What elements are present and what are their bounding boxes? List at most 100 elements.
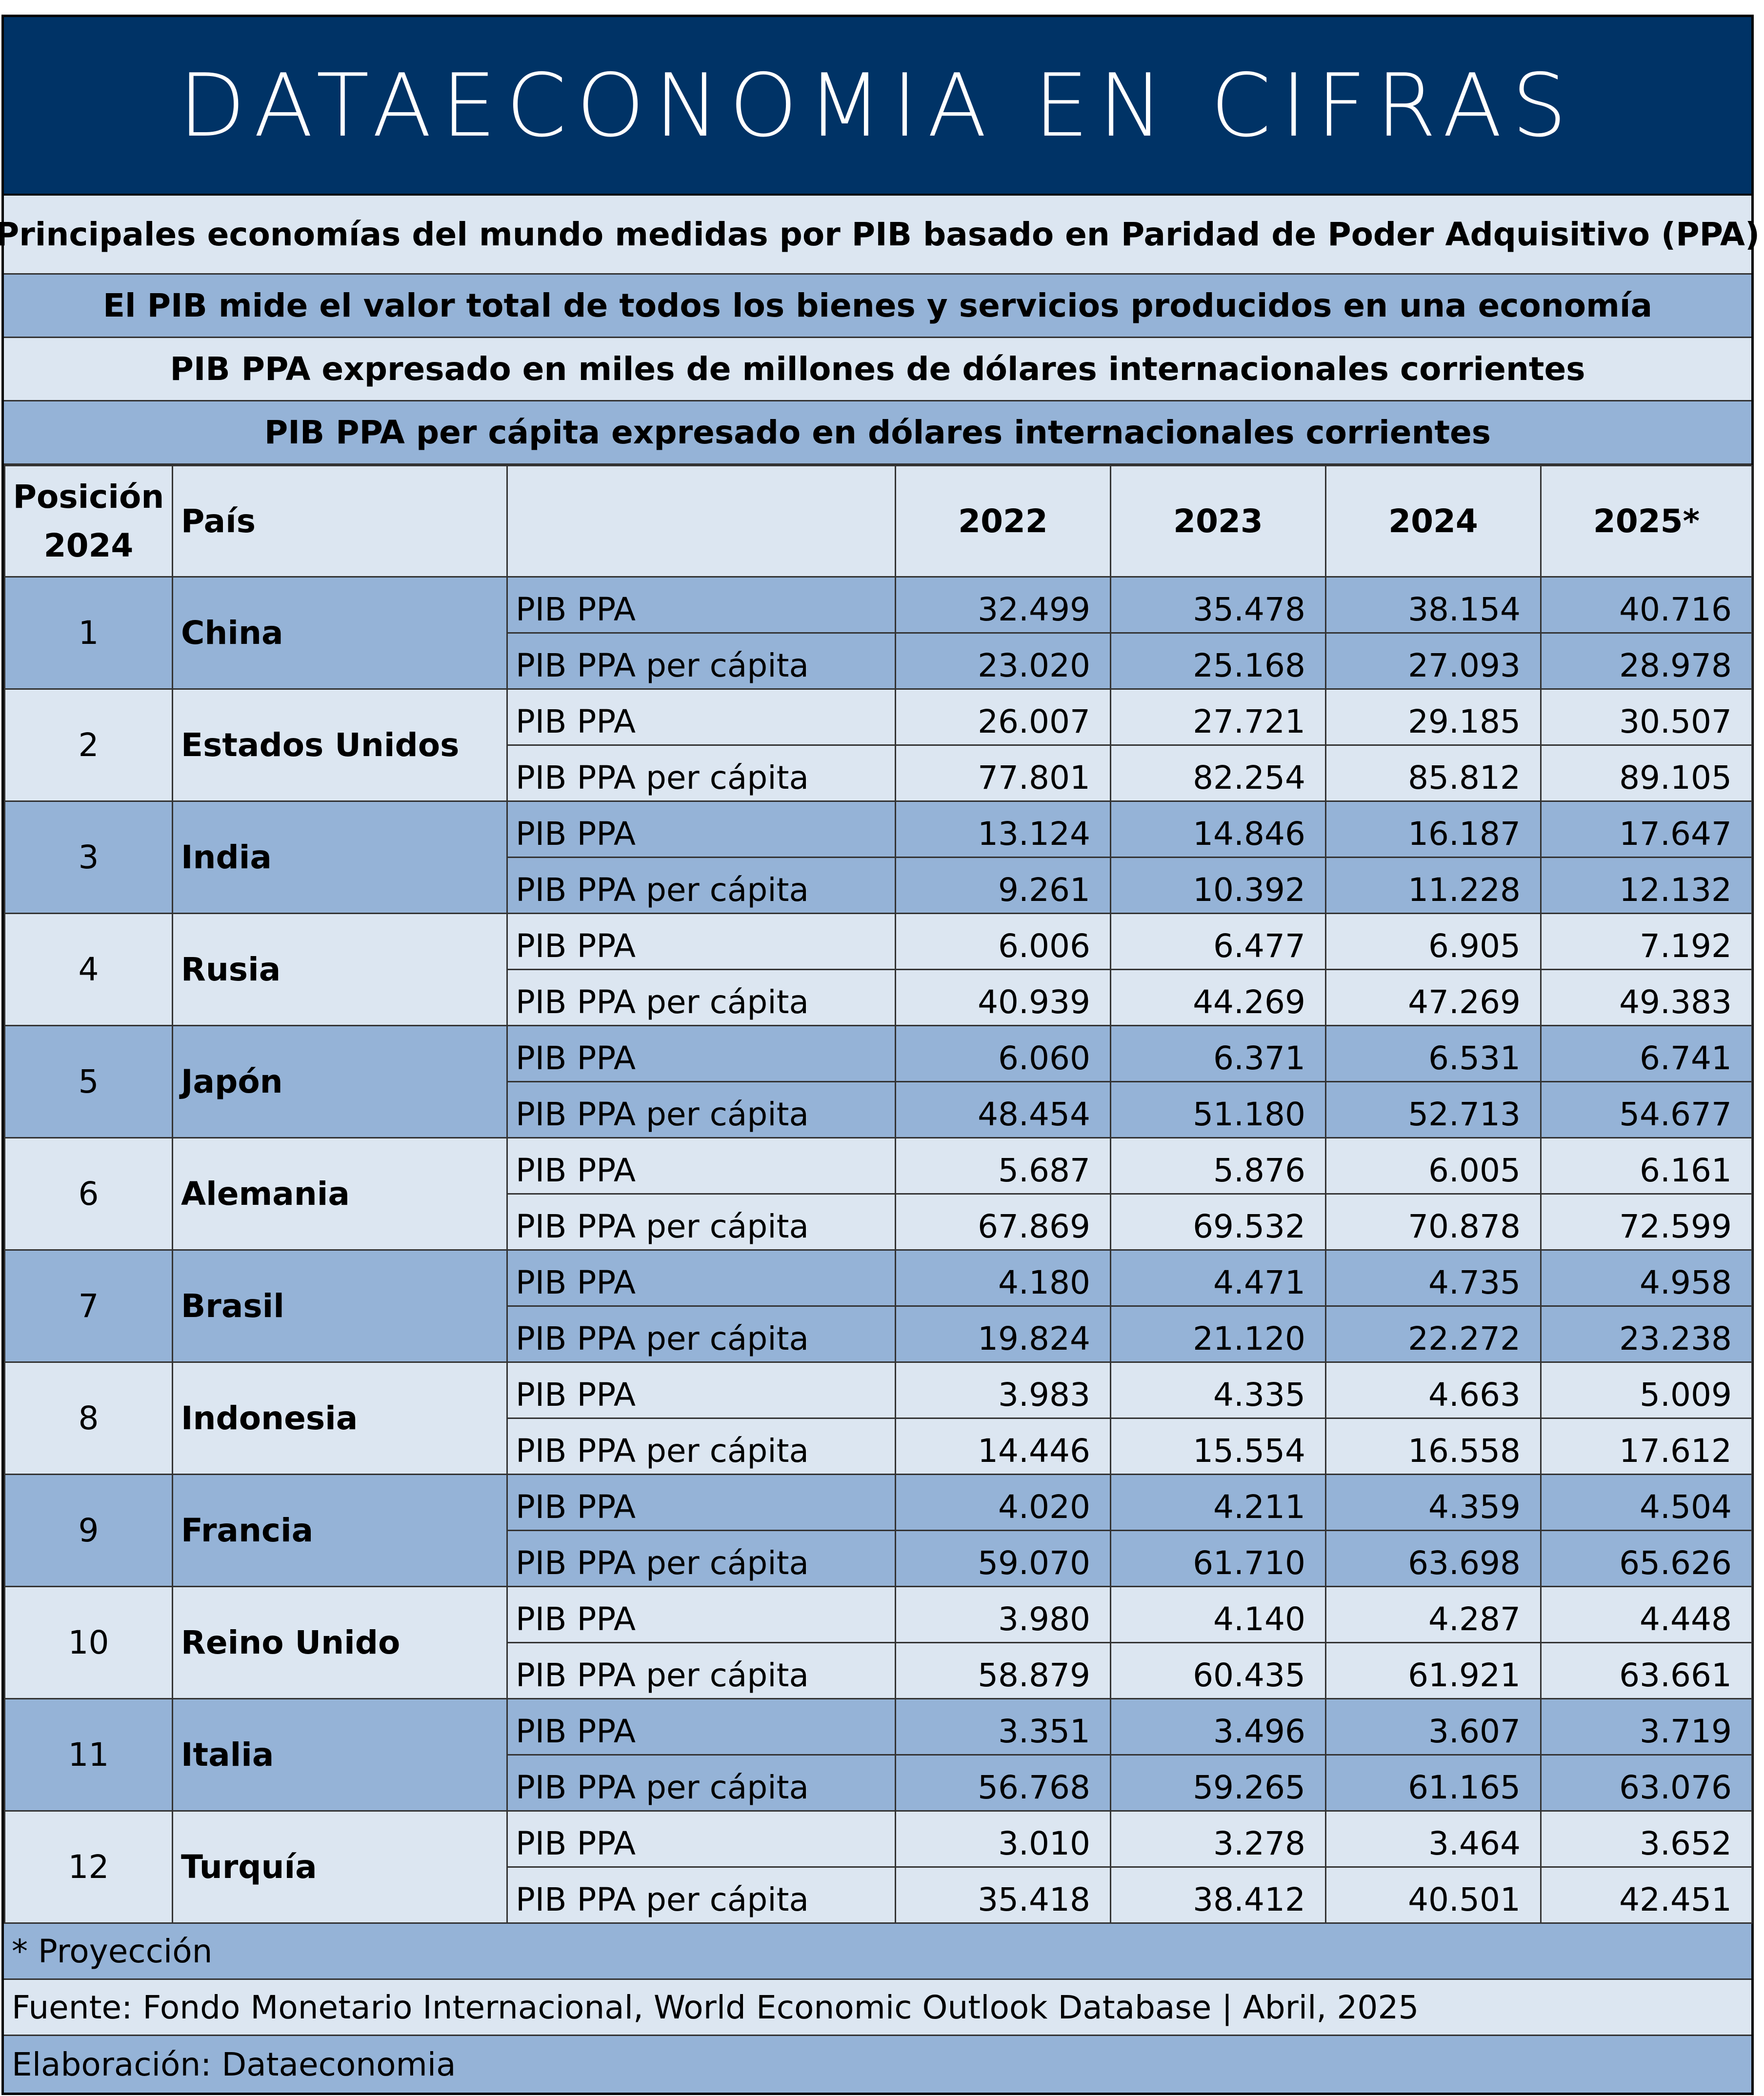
value-cell: 3.464 xyxy=(1325,1810,1542,1868)
position-cell: 8 xyxy=(4,1361,173,1475)
header-year-2025: 2025* xyxy=(1540,465,1753,578)
value-cell: 11.228 xyxy=(1325,857,1542,914)
value-cell: 6.531 xyxy=(1325,1025,1542,1082)
position-cell: 7 xyxy=(4,1249,173,1363)
value-cell: 4.359 xyxy=(1325,1474,1542,1531)
country-cell: Reino Unido xyxy=(172,1586,508,1699)
value-cell: 14.846 xyxy=(1110,800,1326,858)
value-cell: 4.211 xyxy=(1110,1474,1326,1531)
country-cell: China xyxy=(172,576,508,690)
value-cell: 6.905 xyxy=(1325,913,1542,970)
value-cell: 3.980 xyxy=(895,1586,1111,1643)
country-cell: Italia xyxy=(172,1698,508,1812)
gdp-table: Posición 2024 País 2022 2023 2024 2025* 1… xyxy=(4,465,1753,1924)
value-cell: 3.351 xyxy=(895,1698,1111,1756)
position-cell: 4 xyxy=(4,913,173,1026)
value-cell: 14.446 xyxy=(895,1417,1111,1475)
banner-title: DATAECONOMIA EN CIFRAS xyxy=(179,55,1577,156)
value-cell: 3.278 xyxy=(1110,1810,1326,1868)
position-cell: 2 xyxy=(4,688,173,802)
country-cell: Alemania xyxy=(172,1137,508,1251)
info-line-definition: El PIB mide el valor total de todos los … xyxy=(4,275,1751,338)
header-metric xyxy=(506,465,896,578)
value-cell: 3.652 xyxy=(1540,1810,1753,1868)
value-cell: 3.496 xyxy=(1110,1698,1326,1756)
value-cell: 32.499 xyxy=(895,576,1111,634)
metric-label-cell: PIB PPA per cápita xyxy=(506,1193,896,1251)
metric-label-cell: PIB PPA per cápita xyxy=(506,1642,896,1699)
value-cell: 59.265 xyxy=(1110,1754,1326,1812)
value-cell: 16.187 xyxy=(1325,800,1542,858)
value-cell: 27.721 xyxy=(1110,688,1326,746)
value-cell: 61.165 xyxy=(1325,1754,1542,1812)
value-cell: 72.599 xyxy=(1540,1193,1753,1251)
value-cell: 67.869 xyxy=(895,1193,1111,1251)
header-year-2023: 2023 xyxy=(1110,465,1326,578)
value-cell: 6.006 xyxy=(895,913,1111,970)
country-cell: Rusia xyxy=(172,913,508,1026)
metric-label-cell: PIB PPA xyxy=(506,800,896,858)
table-row: PIB PPA per cápita 48.454 51.180 52.713 54.6… xyxy=(4,1081,1753,1138)
value-cell: 28.978 xyxy=(1540,632,1753,690)
info-line-scope: Principales economías del mundo medidas … xyxy=(0,196,1760,275)
source-note: Fuente: Fondo Monetario Internacional, W… xyxy=(4,1980,1751,2036)
country-cell: Indonesia xyxy=(172,1361,508,1475)
info-line-gdp-units: PIB PPA expresado en miles de millones d… xyxy=(4,338,1751,401)
value-cell: 49.383 xyxy=(1540,969,1753,1026)
table-row: 10 Reino Unido PIB PPA 3.980 4.140 4.287 4.448 xyxy=(4,1586,1753,1699)
value-cell: 61.710 xyxy=(1110,1530,1326,1587)
value-cell: 59.070 xyxy=(895,1530,1111,1587)
metric-label-cell: PIB PPA per cápita xyxy=(506,1081,896,1138)
header-position-line1: Posición xyxy=(13,478,164,516)
value-cell: 38.154 xyxy=(1325,576,1542,634)
value-cell: 6.477 xyxy=(1110,913,1326,970)
value-cell: 40.501 xyxy=(1325,1866,1542,1924)
value-cell: 52.713 xyxy=(1325,1081,1542,1138)
value-cell: 16.558 xyxy=(1325,1417,1542,1475)
value-cell: 26.007 xyxy=(895,688,1111,746)
value-cell: 65.626 xyxy=(1540,1530,1753,1587)
value-cell: 3.010 xyxy=(895,1810,1111,1868)
value-cell: 61.921 xyxy=(1325,1642,1542,1699)
value-cell: 9.261 xyxy=(895,857,1111,914)
value-cell: 54.677 xyxy=(1540,1081,1753,1138)
metric-label-cell: PIB PPA xyxy=(506,1025,896,1082)
value-cell: 40.716 xyxy=(1540,576,1753,634)
header-row: Posición 2024 País 2022 2023 2024 2025* xyxy=(4,465,1753,578)
value-cell: 4.448 xyxy=(1540,1586,1753,1643)
value-cell: 4.504 xyxy=(1540,1474,1753,1531)
value-cell: 77.801 xyxy=(895,744,1111,802)
table-row: 8 Indonesia PIB PPA 3.983 4.335 4.663 5.009 xyxy=(4,1361,1753,1475)
value-cell: 82.254 xyxy=(1110,744,1326,802)
country-cell: Francia xyxy=(172,1474,508,1587)
value-cell: 6.741 xyxy=(1540,1025,1753,1082)
value-cell: 19.824 xyxy=(895,1305,1111,1363)
value-cell: 5.009 xyxy=(1540,1361,1753,1419)
value-cell: 63.076 xyxy=(1540,1754,1753,1812)
value-cell: 6.371 xyxy=(1110,1025,1326,1082)
value-cell: 47.269 xyxy=(1325,969,1542,1026)
country-cell: Japón xyxy=(172,1025,508,1138)
metric-label-cell: PIB PPA xyxy=(506,913,896,970)
position-cell: 3 xyxy=(4,800,173,914)
header-position-line2: 2024 xyxy=(43,526,134,564)
metric-label-cell: PIB PPA xyxy=(506,1249,896,1307)
table-row: PIB PPA per cápita 23.020 25.168 27.093 28.9… xyxy=(4,632,1753,690)
metric-label-cell: PIB PPA per cápita xyxy=(506,632,896,690)
metric-label-cell: PIB PPA per cápita xyxy=(506,857,896,914)
value-cell: 63.698 xyxy=(1325,1530,1542,1587)
position-cell: 11 xyxy=(4,1698,173,1812)
metric-label-cell: PIB PPA per cápita xyxy=(506,1305,896,1363)
value-cell: 15.554 xyxy=(1110,1417,1326,1475)
value-cell: 63.661 xyxy=(1540,1642,1753,1699)
projection-note: * Proyección xyxy=(4,1924,1751,1980)
value-cell: 70.878 xyxy=(1325,1193,1542,1251)
value-cell: 35.478 xyxy=(1110,576,1326,634)
value-cell: 56.768 xyxy=(895,1754,1111,1812)
value-cell: 29.185 xyxy=(1325,688,1542,746)
value-cell: 89.105 xyxy=(1540,744,1753,802)
value-cell: 58.879 xyxy=(895,1642,1111,1699)
header-country: País xyxy=(172,465,508,578)
table-row: 7 Brasil PIB PPA 4.180 4.471 4.735 4.958 xyxy=(4,1249,1753,1363)
value-cell: 42.451 xyxy=(1540,1866,1753,1924)
